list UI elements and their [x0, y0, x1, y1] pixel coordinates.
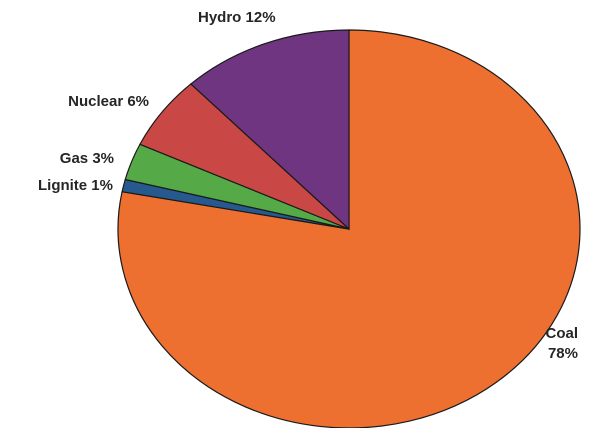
- slice-hydro: [189, 29, 350, 231]
- slice-labels: Coal 78% Lignite 1% Gas 3% Nuclear 6% Hydro 1…: [38, 9, 578, 362]
- pie-slices: [117, 29, 581, 428]
- slice-label-gas: Gas 3%: [60, 150, 114, 167]
- slice-label-nuclear: Nuclear 6%: [68, 93, 149, 110]
- slice-label-coal: Coal 78%: [545, 325, 578, 362]
- slice-label-lignite: Lignite 1%: [38, 177, 113, 194]
- slice-label-hydro: Hydro 12%: [198, 9, 276, 26]
